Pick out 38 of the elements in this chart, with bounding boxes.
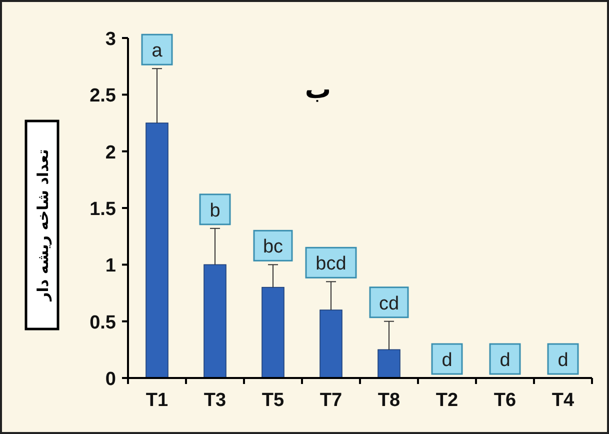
annotation: a — [152, 40, 163, 62]
y-tick-label: 2.5 — [90, 86, 116, 107]
x-tick-label: T5 — [262, 390, 285, 411]
x-tick-label: T3 — [204, 390, 226, 411]
bar — [378, 349, 400, 378]
x-tick-label: T6 — [494, 390, 516, 411]
annotation: d — [547, 343, 579, 375]
y-tick-label: 0 — [105, 369, 116, 390]
annotation: cd — [378, 293, 400, 314]
y-tick-label: 1 — [105, 256, 116, 277]
annotation: bcd — [305, 246, 357, 278]
bar — [262, 286, 284, 378]
annotation: bcd — [316, 254, 346, 275]
y-axis-title: تعداد شاخه ریشه دار — [34, 149, 52, 302]
annotation: b — [199, 194, 231, 226]
y-tick-label: 0.5 — [90, 312, 116, 334]
bar — [146, 122, 168, 378]
bar — [204, 264, 226, 378]
annotation: bc — [262, 236, 284, 258]
annotation: d — [489, 343, 521, 375]
annotation: d — [558, 350, 568, 371]
y-tick-label: 2 — [105, 142, 116, 164]
annotation: d — [442, 350, 452, 371]
bar — [320, 310, 342, 378]
x-tick-label: T1 — [146, 390, 169, 411]
y-tick-label: 3 — [105, 29, 116, 50]
annotation: d — [500, 350, 510, 371]
annotation: d — [431, 343, 463, 375]
text: ب — [304, 75, 332, 105]
x-tick-label: T4 — [552, 390, 575, 411]
x-tick-label: T8 — [378, 390, 400, 411]
annotation: b — [210, 200, 220, 222]
y-tick-label: 1.5 — [90, 199, 116, 220]
annotation: a — [141, 34, 173, 66]
x-tick-label: T2 — [436, 390, 458, 411]
annotation: cd — [369, 286, 409, 318]
annotation: bc — [253, 230, 293, 262]
x-tick-label: T7 — [320, 390, 342, 411]
